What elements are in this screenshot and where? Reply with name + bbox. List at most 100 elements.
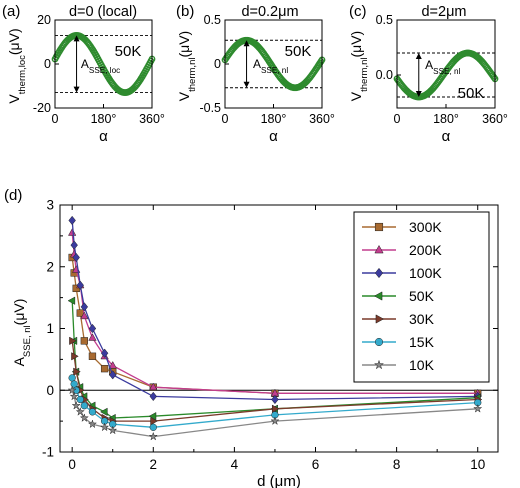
y-tick-label: -0.5	[199, 101, 221, 115]
x-tick-label: 180°	[433, 112, 459, 126]
temperature-label: 50K	[115, 43, 142, 60]
legend-item: 15K	[362, 334, 435, 350]
x-tick-label: 8	[393, 457, 401, 472]
data-point	[88, 323, 97, 334]
y-axis-label: Vtherm,loc(μV)	[6, 28, 28, 103]
y-axis-label: ASSE, nl(μV)	[11, 299, 33, 367]
data-point	[69, 391, 79, 401]
data-point	[72, 252, 80, 263]
x-tick-label: 180°	[91, 112, 117, 126]
data-point	[71, 400, 81, 410]
legend-marker	[374, 222, 384, 232]
temperature-label: 50K	[285, 43, 312, 60]
legend-label: 15K	[409, 334, 435, 350]
panel-title: d=0.2μm	[241, 4, 298, 20]
data-point	[88, 408, 97, 416]
x-tick-label: 180°	[261, 112, 287, 126]
data-point	[271, 394, 279, 405]
legend-marker	[373, 359, 385, 370]
y-axis-label: Vtherm,nl(μV)	[348, 31, 370, 101]
y-tick-label: 0.5	[376, 13, 393, 27]
data-point	[71, 352, 79, 361]
amplitude-arrow-head	[415, 53, 422, 59]
amplitude-label: ASSE, loc	[81, 57, 120, 75]
data-point	[109, 370, 117, 380]
y-tick-label: 0	[44, 57, 51, 71]
data-point	[149, 391, 157, 402]
x-tick-label: 0	[52, 112, 59, 126]
legend-item: 50K	[362, 288, 435, 304]
x-tick-label: 0	[68, 457, 76, 472]
panel-c: (c) d=2μm ASSE, nl 50K 0 180° 360° 0.0 0.5 α Vther…	[348, 3, 508, 145]
legend-item: 300K	[362, 219, 442, 235]
legend-marker	[375, 314, 385, 324]
x-tick-label: 360°	[309, 112, 335, 126]
data-point	[108, 360, 117, 369]
data-point	[67, 296, 76, 305]
x-axis-label: α	[99, 128, 108, 145]
data-point	[473, 403, 483, 413]
data-point	[150, 416, 158, 426]
y-tick-label: 0	[46, 383, 54, 398]
series-10K	[67, 385, 483, 441]
x-tick-label: 0	[394, 112, 401, 126]
data-point	[75, 406, 85, 416]
legend-marker	[374, 244, 384, 254]
x-axis-label: α	[442, 128, 451, 145]
amplitude-arrow-head	[73, 35, 80, 42]
legend-item: 10K	[362, 357, 435, 373]
amplitude-arrow-head	[243, 40, 250, 47]
amplitude-arrow-head	[243, 81, 250, 88]
data-point	[271, 404, 280, 413]
x-axis-label: d (μm)	[257, 473, 301, 488]
y-axis-label: Vtherm,nl(μV)	[176, 31, 198, 101]
data-point	[70, 240, 78, 250]
y-tick-label: 0.0	[376, 68, 393, 82]
x-tick-label: 6	[312, 457, 320, 472]
y-tick-label: 3	[46, 198, 54, 213]
data-point	[79, 413, 89, 423]
data-point	[149, 382, 158, 391]
legend-label: 30K	[409, 311, 435, 327]
data-point	[270, 416, 280, 426]
panel-label: (d)	[4, 187, 22, 204]
legend-item: 200K	[362, 242, 442, 258]
y-tick-label: 0	[214, 57, 221, 71]
x-tick-label: 4	[231, 457, 239, 472]
x-tick-label: 0	[222, 112, 229, 126]
x-tick-label: 2	[150, 457, 158, 472]
panel-d: (d) 0 2 4 6 8 10 -1 0 1 2 3 d (μm) ASSE, nl(μV) 300K 20…	[4, 187, 499, 488]
series-15K	[68, 374, 482, 431]
data-point	[80, 337, 88, 345]
amplitude-label: ASSE, nl	[425, 58, 460, 76]
data-point	[68, 215, 76, 226]
legend-marker	[374, 337, 384, 347]
y-tick-label: 1	[46, 321, 54, 336]
x-tick-label: 360°	[482, 112, 508, 126]
data-point	[88, 352, 97, 360]
data-point	[108, 425, 118, 435]
data-point	[100, 348, 109, 358]
data-point	[148, 431, 158, 441]
y-tick-label: 2	[46, 259, 54, 274]
data-point	[100, 407, 108, 417]
y-tick-label: 0.5	[204, 13, 221, 27]
series-100K	[68, 215, 482, 405]
data-point	[73, 367, 81, 376]
x-tick-label: 10	[470, 457, 485, 472]
legend-marker	[374, 267, 384, 279]
data-point	[70, 380, 78, 388]
data-point	[67, 385, 77, 395]
panel-title: d=2μm	[421, 4, 466, 20]
data-point	[80, 302, 89, 312]
legend-item: 100K	[362, 265, 442, 281]
amplitude-arrow-head	[73, 86, 80, 93]
legend-item: 30K	[362, 311, 435, 327]
data-point	[100, 364, 109, 373]
data-point	[68, 228, 77, 236]
legend-label: 10K	[409, 357, 435, 373]
panel-label: (b)	[176, 3, 194, 20]
